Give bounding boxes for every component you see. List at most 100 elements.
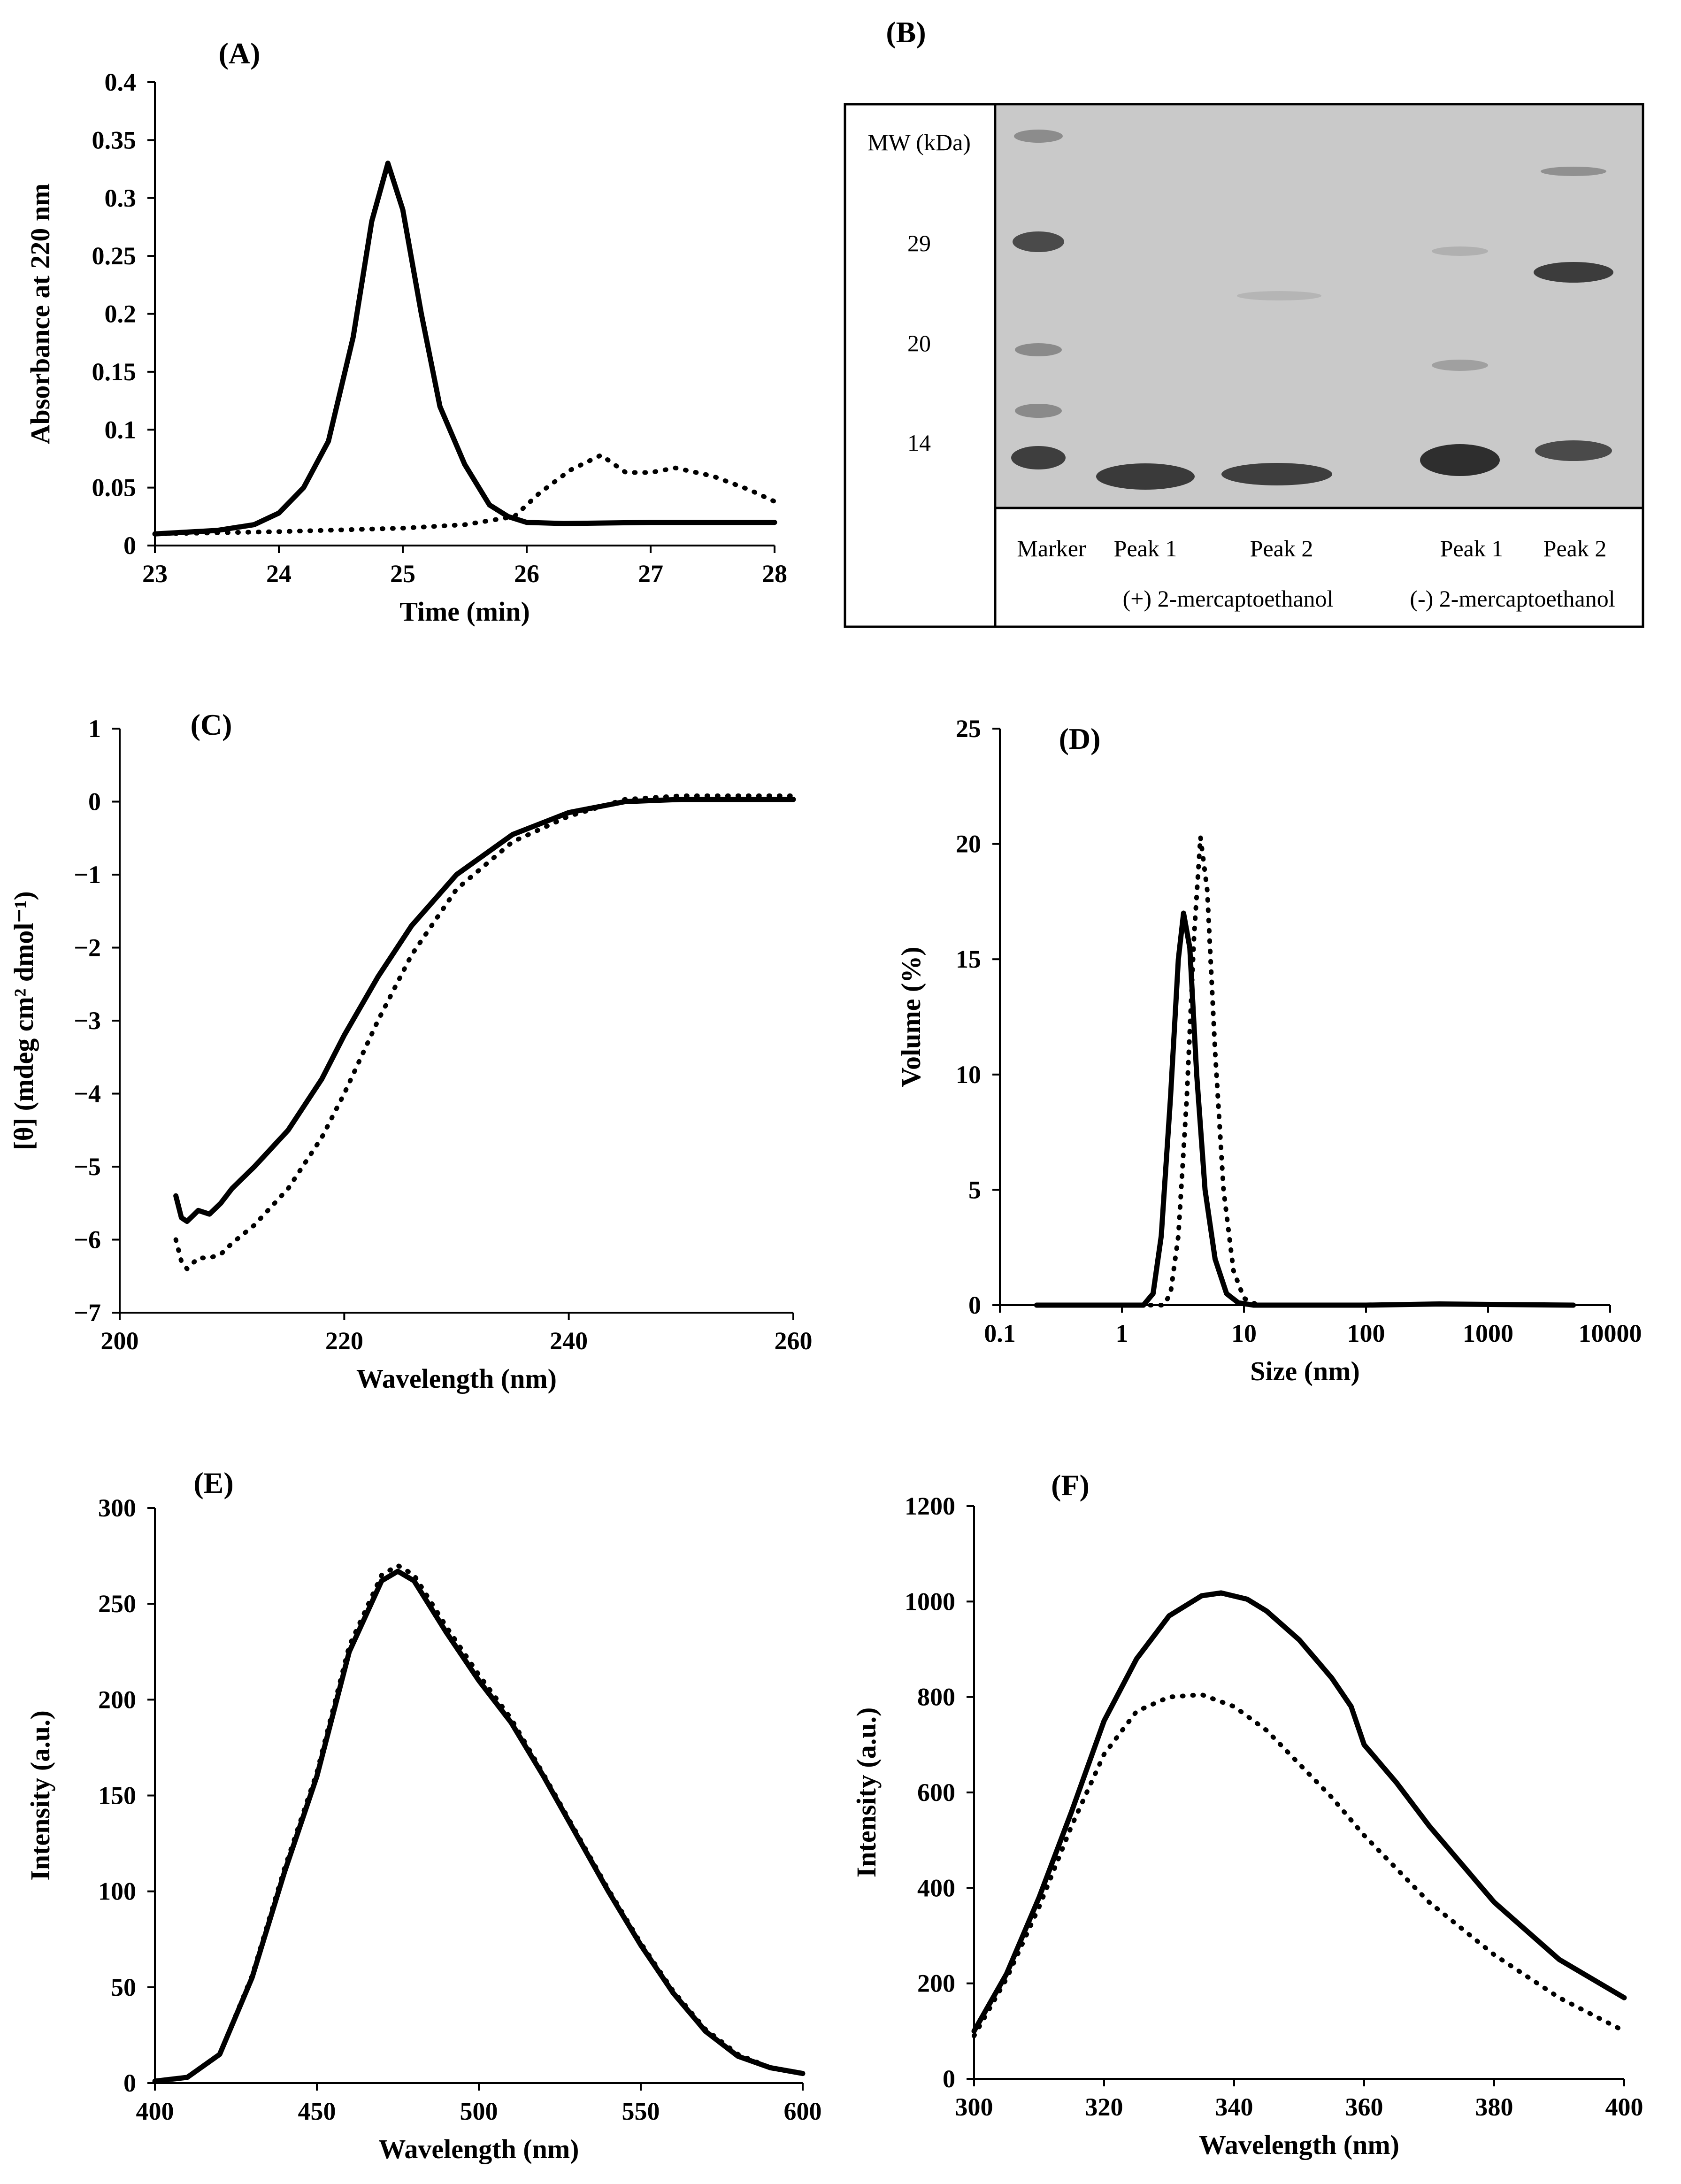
y-tick-label: 300 [98, 1494, 136, 1522]
y-tick-label: 1 [88, 715, 101, 743]
chart-f: 300 320 340 360 380 400 0 200 400 600 800 1000 1200 W… [851, 1469, 1643, 2160]
x-tick-label: 340 [1215, 2093, 1253, 2121]
y-tick-label: −2 [74, 934, 101, 962]
mw-marker-label: 14 [907, 430, 931, 456]
x-tick-label: 220 [325, 1327, 363, 1355]
x-tick-label: 320 [1085, 2093, 1123, 2121]
lane-label: Peak 2 [1250, 535, 1313, 561]
x-tick-label: 10 [1231, 1319, 1257, 1347]
mw-marker-label: 20 [907, 330, 931, 356]
x-tick-label: 240 [550, 1327, 588, 1355]
marker-lane [1011, 130, 1066, 469]
chart-e: 400 450 500 550 600 0 50 100 150 200 250 300 Wavelen… [25, 1466, 822, 2164]
gel-band [1535, 440, 1612, 461]
x-tick-label: 200 [101, 1327, 139, 1355]
y-tick-label: 0.15 [92, 358, 137, 386]
series-line-solid [971, 1590, 1627, 2034]
x-axis-title: Wavelength (nm) [379, 2134, 579, 2164]
panel-label: (C) [191, 708, 232, 741]
y-tick-label: 15 [956, 945, 981, 973]
x-tick-label: 100 [1347, 1319, 1385, 1347]
y-tick-label: 0.25 [92, 242, 137, 270]
series-line-solid [1034, 910, 1576, 1308]
gel-band [1015, 343, 1062, 356]
condition-label: (+) 2-mercaptoethanol [1123, 585, 1334, 612]
y-tick-label: 1200 [905, 1492, 955, 1520]
y-tick-label: 0.35 [92, 126, 137, 154]
y-tick-label: 50 [111, 1973, 136, 2001]
y-tick-label: 250 [98, 1590, 136, 1618]
x-tick-label: 25 [390, 560, 415, 588]
series-line-solid [152, 161, 777, 537]
y-tick-label: −4 [74, 1080, 101, 1108]
gel-band [1014, 130, 1063, 143]
series-line-dotted [1034, 834, 1576, 1307]
y-tick-label: 0.2 [105, 300, 137, 328]
y-tick-label: 0.4 [105, 68, 137, 96]
lane-label: Peak 1 [1440, 535, 1504, 561]
x-tick-label: 24 [266, 560, 292, 588]
y-tick-label: 25 [956, 715, 981, 743]
y-tick-label: 0 [123, 531, 136, 560]
y-tick-label: 0 [88, 788, 101, 816]
series-line-dotted [153, 1563, 805, 2084]
x-tick-label: 400 [136, 2097, 174, 2125]
condition-label: (-) 2-mercaptoethanol [1410, 585, 1615, 612]
x-tick-label: 450 [298, 2097, 336, 2125]
gel-band [1096, 463, 1195, 490]
x-tick-label: 600 [784, 2097, 822, 2125]
y-tick-label: 10 [956, 1061, 981, 1089]
y-tick-label: −6 [74, 1226, 101, 1254]
y-tick-label: 150 [98, 1782, 136, 1810]
y-tick-label: 0 [968, 1291, 981, 1319]
y-tick-label: −1 [74, 861, 101, 889]
gel-band [1541, 167, 1606, 176]
y-tick-label: 20 [956, 830, 981, 858]
lane-label: Peak 2 [1543, 535, 1607, 561]
y-tick-label: 600 [917, 1778, 955, 1807]
gel-band [1015, 404, 1062, 418]
x-tick-label: 26 [514, 560, 539, 588]
panel-label: (F) [1051, 1469, 1090, 1502]
y-tick-label: −7 [74, 1299, 101, 1327]
chart-a: 23 24 25 26 27 28 0 0.05 0.1 0.15 0.2 0.25 0.3 0.35 0.… [25, 37, 787, 627]
x-tick-label: 28 [762, 560, 787, 588]
y-tick-label: 0 [943, 2065, 955, 2093]
panel-label: (A) [219, 37, 261, 70]
y-axis-title: Absorbance at 220 nm [25, 184, 55, 445]
x-tick-label: 260 [775, 1327, 813, 1355]
gel-band [1534, 262, 1613, 283]
x-axis-title: Wavelength (nm) [1199, 2130, 1399, 2160]
x-tick-label: 1000 [1463, 1319, 1513, 1347]
y-tick-label: 1000 [905, 1587, 955, 1615]
y-axis-title: Volume (%) [896, 946, 926, 1087]
x-axis-title: Wavelength (nm) [356, 1363, 557, 1394]
panel-label: (D) [1059, 722, 1101, 755]
y-tick-label: 0 [123, 2069, 136, 2097]
gel-panel: (B) MW (kDa) 29 20 14 Marker Peak 1 Pea [844, 15, 1644, 628]
gel-band [1432, 246, 1488, 256]
gel-band [1420, 444, 1500, 476]
x-tick-label: 400 [1605, 2093, 1643, 2121]
chart-c: 200 220 240 260 1 0 −1 −2 −3 −4 −5 −6 −7 Wavelength (… [8, 708, 813, 1394]
y-tick-label: 0.3 [105, 184, 137, 212]
gel-band [1013, 231, 1064, 252]
x-tick-label: 23 [142, 560, 168, 588]
y-axis-title: Intensity (a.u.) [851, 1707, 882, 1878]
series-line-solid [152, 1569, 806, 2084]
gel-image [997, 106, 1642, 507]
panel-label-b: (B) [886, 15, 926, 49]
x-axis-title: Time (min) [399, 596, 530, 627]
y-tick-label: 800 [917, 1683, 955, 1711]
y-tick-label: 100 [98, 1877, 136, 1906]
y-tick-label: 0.1 [105, 415, 137, 444]
x-tick-label: 300 [955, 2093, 993, 2121]
lane-label: Marker [1017, 535, 1086, 561]
x-tick-label: 500 [460, 2097, 498, 2125]
chart-d: 0.1 1 10 100 1000 10000 0 5 10 15 20 25 Size (nm) Vol… [896, 715, 1642, 1386]
x-tick-label: 10000 [1579, 1319, 1642, 1347]
lane-label: Peak 1 [1114, 535, 1177, 561]
y-axis-title: Intensity (a.u.) [25, 1710, 55, 1881]
x-tick-label: 380 [1475, 2093, 1513, 2121]
